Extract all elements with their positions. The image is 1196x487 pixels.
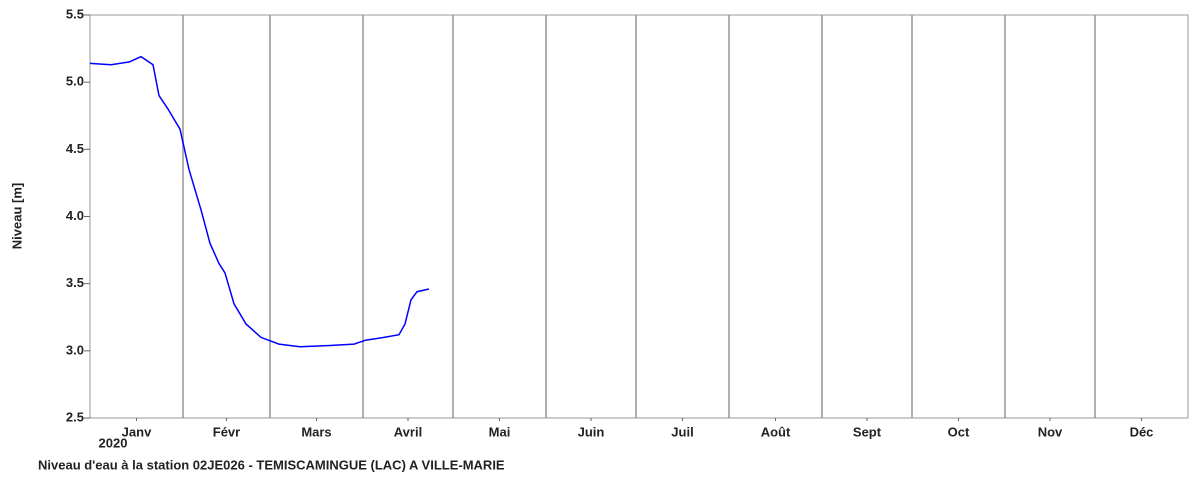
y-tick-label: 3.0 xyxy=(66,342,84,357)
y-tick-label: 5.0 xyxy=(66,74,84,89)
data-line xyxy=(89,55,430,348)
y-tick-label: 5.5 xyxy=(66,6,84,21)
x-tick-label: Févr xyxy=(213,424,240,439)
x-tick-label: Juin xyxy=(578,424,605,439)
y-tick-label: 3.5 xyxy=(66,275,84,290)
y-tick-label: 4.0 xyxy=(66,208,84,223)
chart-title: Niveau d'eau à la station 02JE026 - TEMI… xyxy=(38,457,505,472)
x-tick-label: Sept xyxy=(853,424,882,439)
x-tick-label: Déc xyxy=(1130,424,1154,439)
y-tick-label: 2.5 xyxy=(66,409,84,424)
x-tick-label: Mai xyxy=(489,424,511,439)
x-tick-label: Oct xyxy=(948,424,970,439)
y-tick-label: 4.5 xyxy=(66,141,84,156)
x-tick-label: Juil xyxy=(671,424,693,439)
x-tick-label: Avril xyxy=(394,424,422,439)
x-tick-label: Janv xyxy=(122,424,152,439)
x-tick-label: Nov xyxy=(1038,424,1063,439)
x-tick-label: Mars xyxy=(301,424,331,439)
year-label: 2020 xyxy=(99,435,128,450)
plot-frame xyxy=(89,14,1189,419)
y-axis-label: Niveau [m] xyxy=(9,183,24,249)
x-tick-label: Août xyxy=(761,424,791,439)
